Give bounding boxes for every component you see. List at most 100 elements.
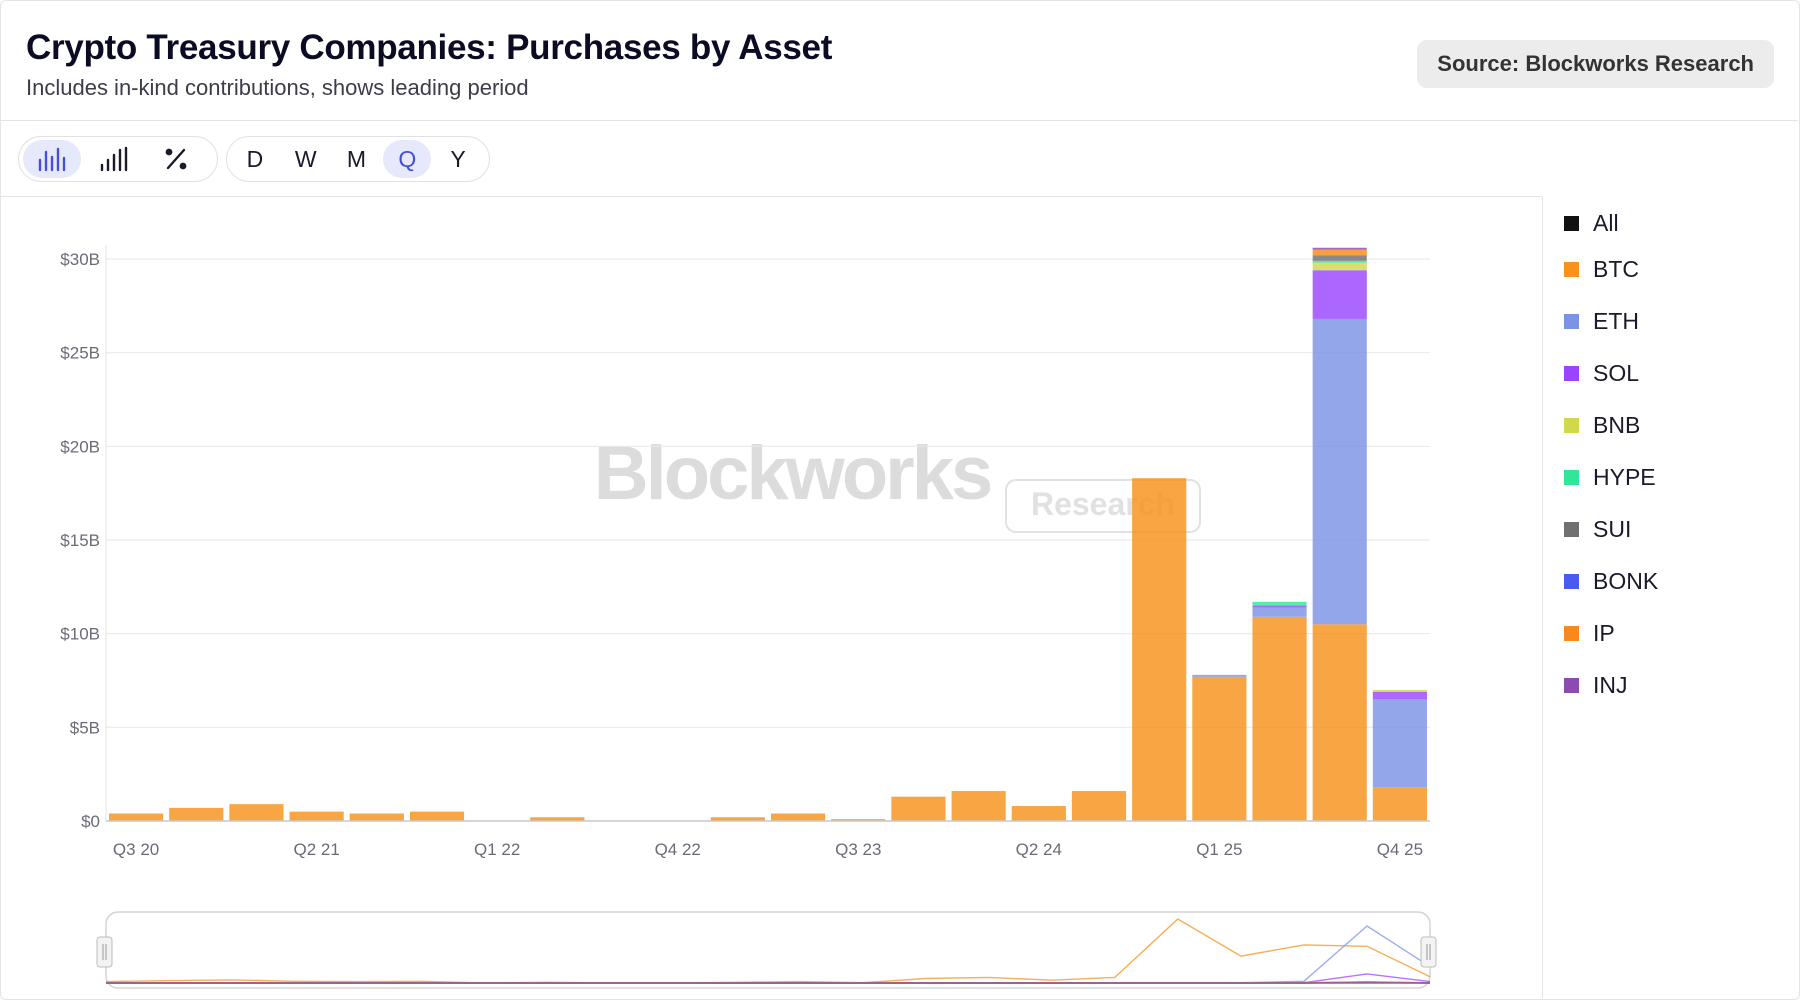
y-tick-label: $20B: [60, 437, 100, 456]
legend-item-ip[interactable]: IP: [1564, 620, 1615, 647]
legend-swatch: [1564, 626, 1579, 641]
bar-btc-q3-21[interactable]: [349, 813, 404, 821]
navigator-series: [105, 918, 1431, 984]
legend-swatch: [1564, 418, 1579, 433]
y-tick-label: $25B: [60, 344, 100, 363]
y-axis: $0 $5B $10B $15B $20B $25B $30B: [60, 250, 100, 831]
legend-label: All: [1593, 210, 1619, 236]
x-tick-label: Q3 23: [835, 840, 881, 859]
period-toggle: D W M Q Y: [226, 136, 490, 182]
x-tick-label: Q4 25: [1377, 840, 1423, 859]
chart-type-toggle: [18, 136, 218, 182]
legend-label: INJ: [1593, 672, 1628, 698]
percent-icon: [165, 148, 187, 170]
legend-item-inj[interactable]: INJ: [1564, 672, 1628, 699]
stacked-bar-icon: [100, 146, 128, 172]
bar-btc-q1-23[interactable]: [710, 817, 765, 821]
bar-eth-q1-25[interactable]: [1192, 674, 1247, 677]
bar-btc-q2-23[interactable]: [771, 813, 826, 821]
chart-title: Crypto Treasury Companies: Purchases by …: [26, 28, 833, 67]
legend-item-all[interactable]: All: [1564, 210, 1619, 237]
y-tick-label: $30B: [60, 250, 100, 269]
legend-item-bonk[interactable]: BONK: [1564, 568, 1658, 595]
bar-btc-q1-21[interactable]: [229, 804, 284, 821]
period-d-button[interactable]: D: [246, 145, 264, 172]
period-w-button[interactable]: W: [294, 145, 317, 172]
legend-label: BTC: [1593, 256, 1639, 282]
legend-swatch: [1564, 522, 1579, 537]
period-m-button[interactable]: M: [346, 145, 367, 172]
bar-bnb-q4-25[interactable]: [1372, 689, 1427, 692]
legend-label: SUI: [1593, 516, 1632, 542]
chart-plot: Blockworks Research $0$5B$10B$15B$20B$25…: [60, 245, 1437, 989]
bar-btc-q4-24[interactable]: [1132, 478, 1187, 821]
navigator-line-btc: [105, 918, 1431, 984]
legend-label: SOL: [1593, 360, 1640, 386]
bar-bnb-q3-25[interactable]: [1312, 262, 1367, 271]
bar-btc-q1-24[interactable]: [951, 791, 1006, 821]
bar-btc-q3-23[interactable]: [831, 819, 886, 821]
bar-btc-q3-25[interactable]: [1312, 624, 1367, 821]
x-tick-label: Q4 22: [655, 840, 701, 859]
bar-sol-q3-25[interactable]: [1312, 270, 1367, 319]
bar-sol-q2-25[interactable]: [1252, 605, 1307, 608]
bar-btc-q2-25[interactable]: [1252, 616, 1307, 821]
bar-btc-q4-21[interactable]: [409, 811, 465, 821]
bar-btc-q4-25[interactable]: [1372, 787, 1427, 821]
legend-label: BNB: [1593, 412, 1641, 438]
legend-swatch: [1564, 574, 1579, 589]
period-y-button[interactable]: Y: [450, 145, 466, 172]
bar-btc-q1-25[interactable]: [1192, 676, 1247, 821]
period-q-button[interactable]: Q: [383, 140, 432, 178]
bar-eth-q4-25[interactable]: [1372, 699, 1427, 788]
legend-item-hype[interactable]: HYPE: [1564, 464, 1656, 491]
percent-button[interactable]: [147, 140, 205, 178]
header-divider: [0, 120, 1798, 121]
bar-hype-q2-25[interactable]: [1252, 601, 1307, 606]
bar-ip-q3-25[interactable]: [1312, 249, 1367, 256]
navigator-left-handle[interactable]: [96, 936, 113, 968]
bar-eth-q2-25[interactable]: [1252, 607, 1307, 617]
bar-hype-q3-25[interactable]: [1312, 260, 1367, 263]
legend-swatch: [1564, 470, 1579, 485]
legend-label: IP: [1593, 620, 1615, 646]
y-tick-label: $0: [81, 812, 100, 831]
legend-item-btc[interactable]: BTC: [1564, 256, 1639, 283]
x-tick-label: Q3 20: [113, 840, 159, 859]
bar-btc-q2-21[interactable]: [289, 811, 344, 821]
y-tick-label: $10B: [60, 625, 100, 644]
watermark-badge-frame: [1005, 479, 1201, 533]
legend-label: ETH: [1593, 308, 1639, 334]
bar-inj-q3-25[interactable]: [1312, 247, 1367, 250]
range-navigator[interactable]: [96, 911, 1437, 989]
bar-btc-q2-24[interactable]: [1011, 806, 1066, 821]
source-badge: Source: Blockworks Research: [1417, 40, 1774, 88]
bar-btc-q4-23[interactable]: [891, 796, 946, 821]
bar-sui-q3-25[interactable]: [1312, 255, 1367, 261]
bar-btc-q3-24[interactable]: [1071, 791, 1127, 821]
bar-eth-q3-25[interactable]: [1312, 318, 1367, 625]
bar-chart-button[interactable]: [23, 140, 81, 178]
stacked-bar-button[interactable]: [85, 140, 143, 178]
legend-label: BONK: [1593, 568, 1659, 594]
bar-sol-q4-25[interactable]: [1372, 691, 1427, 700]
x-tick-label: Q2 21: [293, 840, 339, 859]
bar-btc-q2-22[interactable]: [530, 817, 585, 821]
legend-item-bnb[interactable]: BNB: [1564, 412, 1640, 439]
legend-swatch: [1564, 262, 1579, 277]
bar-btc-q3-20[interactable]: [109, 813, 164, 821]
x-axis: Q3 20 Q2 21 Q1 22 Q4 22 Q3 23 Q2 24 Q1 25 Q4 25: [113, 840, 1423, 859]
legend-swatch: [1564, 366, 1579, 381]
legend-item-sui[interactable]: SUI: [1564, 516, 1631, 543]
y-tick-label: $5B: [70, 718, 100, 737]
legend-swatch: [1564, 216, 1579, 231]
bar-btc-q4-20[interactable]: [169, 807, 224, 821]
navigator-right-handle[interactable]: [1420, 936, 1437, 968]
legend-item-sol[interactable]: SOL: [1564, 360, 1639, 387]
legend-label: HYPE: [1593, 464, 1656, 490]
watermark-brand: Blockworks: [594, 431, 991, 516]
x-tick-label: Q1 22: [474, 840, 520, 859]
legend-item-eth[interactable]: ETH: [1564, 308, 1639, 335]
legend-swatch: [1564, 314, 1579, 329]
